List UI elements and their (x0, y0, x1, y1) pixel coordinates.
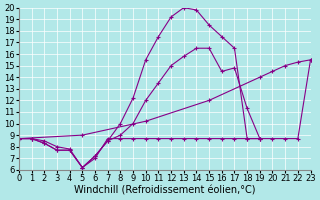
X-axis label: Windchill (Refroidissement éolien,°C): Windchill (Refroidissement éolien,°C) (74, 186, 255, 196)
